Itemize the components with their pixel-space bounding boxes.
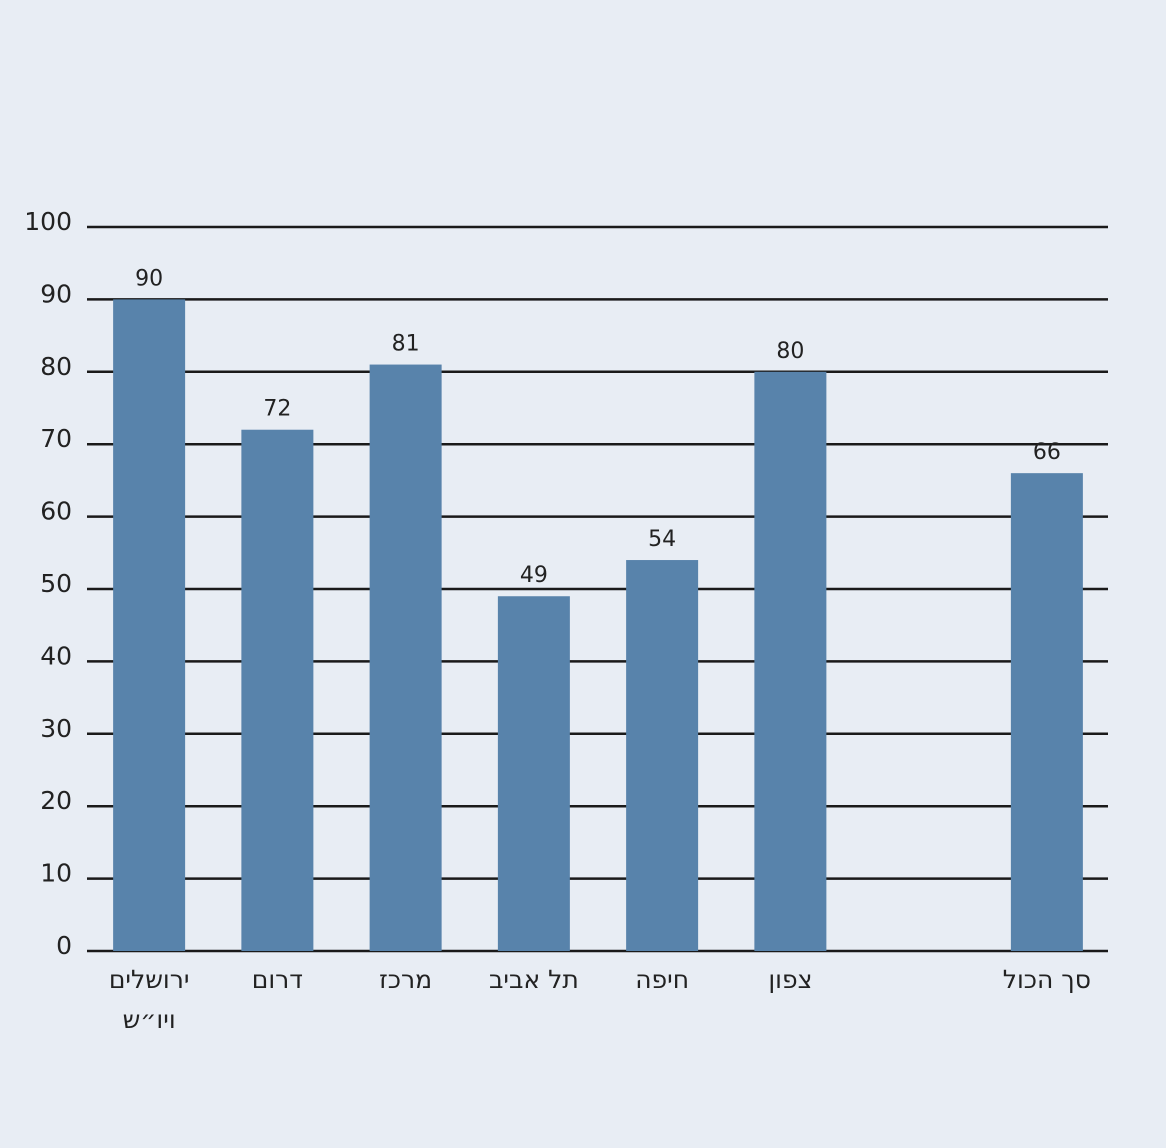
- x-tick-label: תל אביב: [488, 965, 579, 994]
- y-tick-label: 60: [40, 497, 72, 526]
- y-tick-label: 80: [40, 352, 72, 381]
- bar: [497, 596, 570, 951]
- bar: [369, 364, 442, 951]
- x-tick-label: מרכז: [379, 965, 433, 994]
- y-tick-label: 30: [40, 714, 72, 743]
- y-tick-label: 0: [56, 931, 72, 960]
- y-tick-label: 50: [40, 569, 72, 598]
- x-tick-label: דרום: [251, 965, 303, 994]
- y-tick-label: 70: [40, 424, 72, 453]
- y-tick-label: 20: [40, 786, 72, 815]
- bar: [754, 371, 827, 951]
- bar: [241, 429, 314, 952]
- value-label: 80: [776, 339, 804, 364]
- bar: [1010, 473, 1083, 951]
- bar: [626, 560, 699, 951]
- x-tick-label: ירושלים ויו״ש: [108, 965, 190, 1034]
- y-tick-label: 90: [40, 279, 72, 308]
- x-tick-label: צפון: [768, 965, 813, 994]
- value-label: 72: [263, 397, 291, 422]
- y-tick-label: 10: [40, 859, 72, 888]
- x-tick-label: סך הכול: [1002, 965, 1091, 994]
- value-label: 49: [520, 563, 548, 588]
- value-label: 90: [135, 266, 163, 291]
- value-label: 54: [648, 527, 676, 552]
- value-label: 66: [1033, 440, 1061, 465]
- y-tick-label: 40: [40, 641, 72, 670]
- value-label: 81: [392, 332, 420, 357]
- y-tick-label: 100: [24, 207, 72, 236]
- x-tick-label: חיפה: [635, 965, 690, 994]
- bar: [113, 299, 186, 951]
